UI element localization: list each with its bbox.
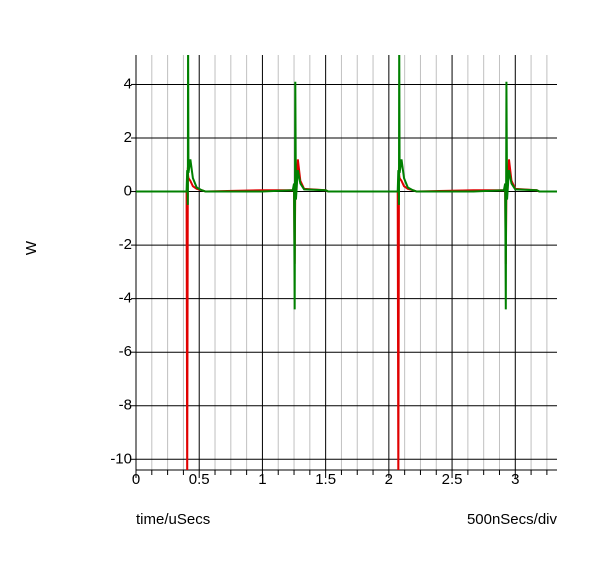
y-tick-label: -2: [119, 236, 132, 253]
y-tick-label: 2: [124, 129, 132, 146]
x-tick-label: 2.5: [442, 471, 463, 488]
series-line: [136, 55, 557, 310]
x-tick-label: 1.5: [315, 471, 336, 488]
y-tick-label: 4: [124, 75, 132, 92]
y-tick-label: -10: [110, 450, 132, 467]
x-tick-label: 2: [385, 471, 393, 488]
y-tick-label: -4: [119, 290, 132, 307]
x-axis-label: time/uSecs: [136, 511, 210, 528]
y-tick-label: -6: [119, 343, 132, 360]
y-tick-label: -8: [119, 397, 132, 414]
y-axis-label: W: [23, 240, 40, 255]
x-tick-label: 1: [258, 471, 266, 488]
x-tick-label: 0.5: [189, 471, 210, 488]
y-tick-label: 0: [124, 183, 132, 200]
x-tick-label: 0: [132, 471, 140, 488]
x-scale-label: 500nSecs/div: [467, 511, 558, 528]
x-tick-label: 3: [511, 471, 519, 488]
